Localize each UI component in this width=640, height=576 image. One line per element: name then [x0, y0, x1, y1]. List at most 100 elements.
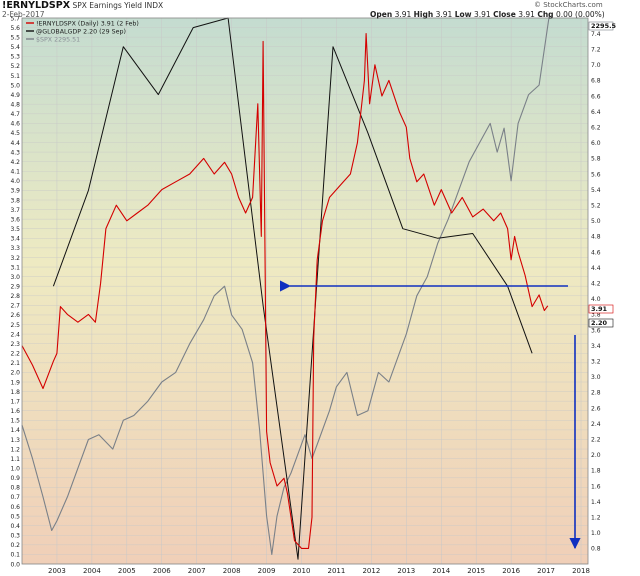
left-axis: 0.0 0.1 0.2 0.3 0.4 0.5 0.6 0.7 0.8 0.9 1.0 1.1 1.2 1… — [10, 15, 20, 568]
legend-label: @GLOBALGDP 2.20 (29 Sep) — [36, 27, 126, 35]
left-tick-label: 3.0 — [10, 274, 20, 281]
left-tick-label: 4.8 — [10, 102, 20, 109]
right-tick-label: 1.8 — [591, 468, 601, 475]
right-tick-label: 3.0 — [591, 374, 601, 381]
right-tick-label: 6.2 — [591, 125, 601, 132]
left-tick-label: 2.9 — [10, 284, 20, 291]
last-value-label: 2.20 — [591, 319, 608, 327]
left-tick-label: 3.2 — [10, 255, 20, 262]
right-tick-label: 4.4 — [591, 265, 601, 272]
series-line-spx — [21, 13, 551, 555]
left-tick-label: 3.6 — [10, 216, 20, 223]
x-tick-label: 2006 — [153, 567, 171, 575]
right-tick-label: 4.0 — [591, 296, 601, 303]
x-tick-label: 2008 — [223, 567, 241, 575]
right-tick-label: 2.0 — [591, 452, 601, 459]
left-tick-label: 0.7 — [10, 494, 20, 501]
left-tick-label: 1.8 — [10, 389, 20, 396]
right-tick-label: 6.4 — [591, 109, 601, 116]
open-value: 3.91 — [394, 10, 412, 19]
right-tick-label: 6.8 — [591, 78, 601, 85]
left-tick-label: 2.4 — [10, 331, 20, 338]
last-value-label: 2295.5 — [591, 22, 617, 30]
left-tick-label: 1.6 — [10, 408, 20, 415]
left-tick-label: 4.1 — [10, 169, 20, 176]
left-tick-label: 2.6 — [10, 312, 20, 319]
left-tick-label: 3.4 — [10, 236, 20, 243]
right-tick-label: 3.4 — [591, 343, 601, 350]
right-tick-label: 1.6 — [591, 483, 601, 490]
x-tick-label: 2015 — [467, 567, 485, 575]
left-tick-label: 3.8 — [10, 197, 20, 204]
left-tick-label: 4.3 — [10, 149, 20, 156]
symbol-title: !ERNYLDSPX — [2, 0, 71, 11]
right-tick-label: 1.0 — [591, 530, 601, 537]
left-tick-label: 2.0 — [10, 370, 20, 377]
right-tick-label: 2.4 — [591, 421, 601, 428]
left-tick-label: 0.2 — [10, 542, 20, 549]
right-tick-label: 5.6 — [591, 171, 601, 178]
left-tick-label: 1.3 — [10, 437, 20, 444]
left-tick-label: 4.9 — [10, 92, 20, 99]
left-tick-label: 2.5 — [10, 322, 20, 329]
left-tick-label: 3.3 — [10, 245, 20, 252]
left-tick-label: 4.6 — [10, 121, 20, 128]
last-value-tags: 2295.5 3.91 2.20 — [588, 21, 617, 328]
right-tick-label: 3.2 — [591, 359, 601, 366]
x-tick-label: 2014 — [432, 567, 450, 575]
right-tick-label: 7.0 — [591, 62, 601, 69]
left-tick-label: 1.4 — [10, 427, 20, 434]
legend-label: $SPX 2295.51 — [36, 36, 80, 43]
left-tick-label: 4.7 — [10, 111, 20, 118]
right-tick-label: 4.6 — [591, 249, 601, 256]
low-label: Low — [454, 10, 472, 19]
annotation-arrows — [279, 280, 581, 550]
left-tick-label: 5.5 — [10, 34, 20, 41]
left-tick-label: 5.0 — [10, 82, 20, 89]
right-tick-label: 3.6 — [591, 327, 601, 334]
x-tick-label: 2009 — [258, 567, 276, 575]
x-axis: 2003 2004 2005 2006 2007 2008 2009 2010 2011 2012… — [48, 567, 590, 575]
gridlines — [22, 17, 588, 565]
ohlc-readout: Open 3.91 High 3.91 Low 3.91 Close 3.91 … — [370, 10, 605, 19]
right-tick-label: 7.2 — [591, 47, 601, 54]
left-tick-label: 0.5 — [10, 513, 20, 520]
right-tick-label: 5.8 — [591, 156, 601, 163]
left-tick-label: 1.2 — [10, 446, 20, 453]
plot-frame — [21, 17, 589, 565]
left-tick-label: 1.7 — [10, 398, 20, 405]
left-tick-label: 0.0 — [10, 561, 20, 568]
left-tick-label: 2.1 — [10, 360, 20, 367]
left-tick-label: 1.9 — [10, 379, 20, 386]
left-tick-label: 0.4 — [10, 523, 20, 530]
left-tick-label: 1.5 — [10, 418, 20, 425]
high-value: 3.91 — [435, 10, 453, 19]
right-tick-label: 1.2 — [591, 515, 601, 522]
left-tick-label: 0.8 — [10, 485, 20, 492]
legend-label: !ERNYLDSPX (Daily) 3.91 (2 Feb) — [36, 20, 139, 27]
x-tick-label: 2007 — [188, 567, 206, 575]
left-tick-label: 2.2 — [10, 351, 20, 358]
left-tick-label: 5.1 — [10, 73, 20, 80]
right-tick-label: 5.4 — [591, 187, 601, 194]
right-tick-label: 6.6 — [591, 93, 601, 100]
series-line-globalgdp — [52, 17, 533, 560]
left-tick-label: 4.0 — [10, 178, 20, 185]
left-tick-label: 1.0 — [10, 466, 20, 473]
legend: !ERNYLDSPX (Daily) 3.91 (2 Feb)@GLOBALGD… — [26, 20, 139, 43]
x-tick-label: 2011 — [328, 567, 346, 575]
symbol-description: SPX Earnings Yield INDX — [72, 1, 164, 10]
right-tick-label: 4.8 — [591, 234, 601, 241]
right-tick-label: 7.4 — [591, 31, 601, 38]
left-tick-label: 4.2 — [10, 159, 20, 166]
right-tick-label: 5.0 — [591, 218, 601, 225]
right-tick-label: 4.2 — [591, 281, 601, 288]
left-tick-label: 3.7 — [10, 207, 20, 214]
left-tick-label: 2.8 — [10, 293, 20, 300]
left-tick-label: 0.1 — [10, 552, 20, 559]
chart-header: !ERNYLDSPX SPX Earnings Yield INDX — [2, 0, 163, 11]
left-tick-label: 2.3 — [10, 341, 20, 348]
last-value-box — [588, 21, 614, 31]
x-tick-label: 2018 — [572, 567, 590, 575]
high-label: High — [413, 10, 434, 19]
